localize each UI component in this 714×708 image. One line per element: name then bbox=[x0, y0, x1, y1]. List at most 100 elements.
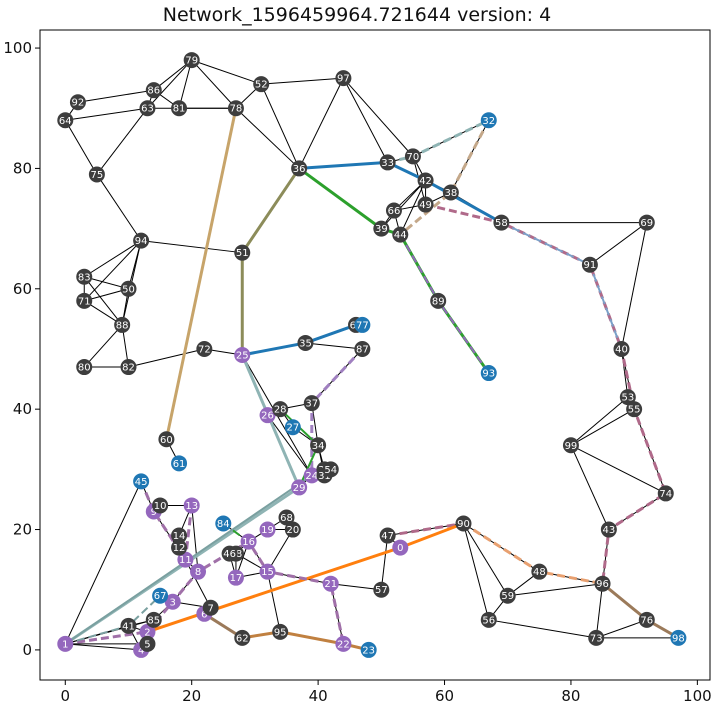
node-label: 60 bbox=[160, 435, 173, 446]
node-0: 0 bbox=[392, 539, 409, 556]
edge-42-44 bbox=[399, 180, 427, 235]
node-label: 21 bbox=[324, 579, 337, 590]
highlighted-path-18 bbox=[65, 540, 345, 646]
node-marker bbox=[120, 617, 137, 634]
node-marker bbox=[303, 467, 320, 484]
node-76: 76 bbox=[638, 611, 655, 628]
node-85: 85 bbox=[145, 611, 162, 628]
node-marker bbox=[158, 431, 175, 448]
edge-40-53 bbox=[621, 348, 629, 398]
edge-90-59 bbox=[463, 523, 509, 597]
node-marker bbox=[183, 52, 200, 69]
edge-99-74 bbox=[570, 444, 666, 494]
node-marker bbox=[196, 340, 213, 357]
edge-97-33 bbox=[342, 77, 389, 163]
node-48: 48 bbox=[531, 563, 548, 580]
edge-79-63 bbox=[147, 59, 193, 109]
node-marker bbox=[202, 599, 219, 616]
node-label: 61 bbox=[173, 459, 186, 470]
node-label: 35 bbox=[299, 338, 312, 349]
edge-47-57 bbox=[380, 535, 389, 590]
edge-94-51 bbox=[141, 240, 243, 254]
edge-57-21 bbox=[330, 583, 382, 591]
node-label: 80 bbox=[78, 363, 91, 374]
node-label: 24 bbox=[305, 471, 318, 482]
node-77: 77 bbox=[354, 316, 371, 333]
node-3: 3 bbox=[164, 593, 181, 610]
node-marker bbox=[284, 419, 301, 436]
node-27: 27 bbox=[284, 419, 301, 436]
node-label: 16 bbox=[242, 537, 255, 548]
edge-8-13 bbox=[191, 505, 199, 572]
node-label: 54 bbox=[324, 465, 337, 476]
node-marker bbox=[430, 292, 447, 309]
node-43: 43 bbox=[600, 521, 617, 538]
edge-90-56 bbox=[463, 523, 490, 620]
node-label: 53 bbox=[621, 393, 634, 404]
node-80: 80 bbox=[76, 359, 93, 376]
node-46: 46 bbox=[221, 545, 238, 562]
edge-88-80 bbox=[83, 324, 123, 368]
node-marker bbox=[373, 581, 390, 598]
highlighted-path-23 bbox=[242, 630, 370, 652]
node-marker bbox=[171, 539, 188, 556]
x-tick-label: 40 bbox=[309, 687, 328, 705]
node-marker bbox=[417, 196, 434, 213]
highlighted-path-9 bbox=[500, 221, 623, 350]
edge-64-63 bbox=[65, 107, 148, 121]
node-label: 49 bbox=[419, 200, 432, 211]
node-40: 40 bbox=[613, 340, 630, 357]
edge-96-73 bbox=[595, 583, 604, 638]
node-88: 88 bbox=[114, 316, 131, 333]
node-33: 33 bbox=[379, 154, 396, 171]
node-marker bbox=[493, 214, 510, 231]
node-marker bbox=[638, 214, 655, 231]
node-96: 96 bbox=[594, 575, 611, 592]
node-marker bbox=[284, 521, 301, 538]
node-label: 8 bbox=[195, 567, 201, 578]
edge-36-97 bbox=[298, 77, 344, 169]
node-label: 70 bbox=[407, 152, 420, 163]
edge-94-83 bbox=[83, 240, 142, 278]
edge-82-72 bbox=[128, 348, 205, 368]
node-label: 22 bbox=[337, 639, 350, 650]
node-label: 6 bbox=[201, 609, 207, 620]
x-tick-label: 20 bbox=[182, 687, 201, 705]
node-marker bbox=[177, 551, 194, 568]
node-70: 70 bbox=[404, 148, 421, 165]
node-14: 14 bbox=[171, 527, 188, 544]
node-label: 47 bbox=[381, 531, 394, 542]
edge-15-20 bbox=[267, 529, 294, 572]
node-64: 64 bbox=[57, 112, 74, 129]
node-marker bbox=[171, 527, 188, 544]
node-marker bbox=[272, 623, 289, 640]
node-label: 26 bbox=[261, 411, 274, 422]
node-marker bbox=[145, 611, 162, 628]
node-marker bbox=[385, 202, 402, 219]
node-label: 96 bbox=[596, 579, 609, 590]
node-97: 97 bbox=[335, 70, 352, 87]
node-marker bbox=[164, 593, 181, 610]
edge-26-24 bbox=[267, 414, 313, 476]
node-label: 36 bbox=[293, 164, 306, 175]
node-marker bbox=[373, 220, 390, 237]
node-74: 74 bbox=[657, 485, 674, 502]
node-label: 52 bbox=[255, 80, 268, 91]
node-marker bbox=[171, 455, 188, 472]
edge-86-79 bbox=[153, 59, 193, 91]
node-label: 10 bbox=[154, 501, 167, 512]
node-54: 54 bbox=[322, 461, 339, 478]
node-49: 49 bbox=[417, 196, 434, 213]
node-marker bbox=[69, 94, 86, 111]
node-51: 51 bbox=[234, 244, 251, 261]
node-label: 34 bbox=[312, 441, 325, 452]
edge-79-78 bbox=[191, 59, 237, 109]
node-label: 84 bbox=[217, 519, 230, 530]
node-label: 77 bbox=[356, 320, 369, 331]
node-label: 4 bbox=[138, 645, 144, 656]
node-62: 62 bbox=[234, 629, 251, 646]
node-90: 90 bbox=[455, 515, 472, 532]
node-marker bbox=[360, 641, 377, 658]
